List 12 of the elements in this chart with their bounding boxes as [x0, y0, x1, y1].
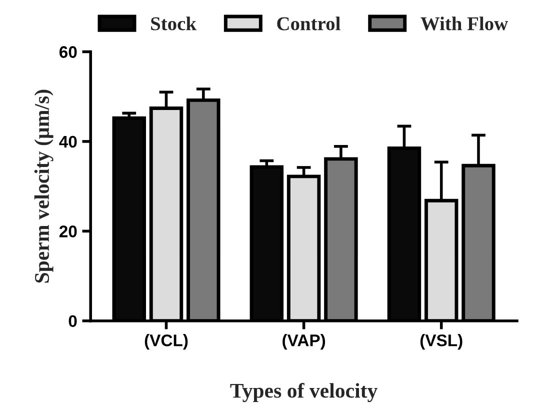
legend-label: Control — [277, 16, 340, 30]
y-tick-label: 0 — [68, 315, 77, 328]
legend-label: With Flow — [420, 16, 508, 30]
x-tick-label: (VSL) — [420, 334, 462, 350]
x-tick-label: (VCL) — [144, 334, 188, 350]
y-tick-label: 40 — [59, 136, 77, 148]
y-tick-label: 20 — [59, 226, 77, 238]
x-axis-title: Types of velocity — [230, 382, 378, 402]
y-tick-label: 60 — [59, 46, 77, 58]
y-axis-title: Sperm velocity (µm/s) — [34, 90, 54, 283]
x-tick-label: (VAP) — [282, 334, 326, 350]
legend-label: Stock — [151, 16, 196, 30]
